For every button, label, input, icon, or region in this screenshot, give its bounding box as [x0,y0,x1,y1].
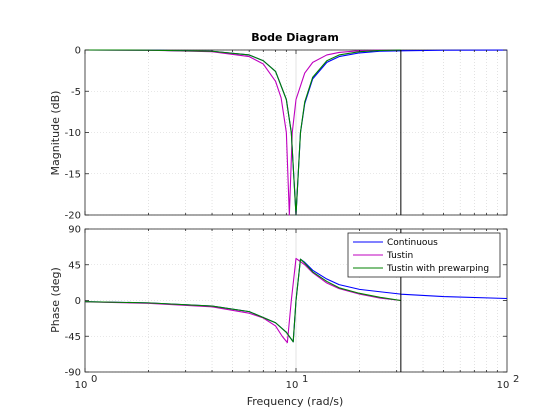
mag-ytick-label: -20 [65,211,81,222]
legend: Continuous Tustin Tustin with prewarping [347,232,501,278]
mag-ytick-label: -10 [65,128,81,139]
mag-series-tustin [84,49,401,216]
phase-ytick-label: 45 [68,260,81,271]
phase-ytick-label: -90 [65,368,81,379]
xtick-exponent: 2 [513,374,519,385]
legend-label-continuous: Continuous [387,238,438,248]
legend-label-prewarping: Tustin with prewarping [386,264,489,274]
phase-series-tustin [84,257,401,344]
mag-ytick-label: 0 [75,46,81,57]
phase-ytick-label: 0 [75,296,81,307]
phase-ylabel: Phase (deg) [49,267,62,333]
phase-series-tustin-with-prewarping [84,258,401,343]
xtick-label: 10 [286,380,299,391]
phase-ytick-label: 90 [68,225,81,236]
xtick-exponent: 0 [91,374,97,385]
xtick-exponent: 1 [302,374,308,385]
mag-ytick-label: -15 [65,169,81,180]
legend-label-tustin: Tustin [386,251,413,261]
xtick-label: 10 [497,380,510,391]
magnitude-ylabel: Magnitude (dB) [49,91,62,176]
phase-ytick-label: -45 [65,332,81,343]
chart-title: Bode Diagram [251,31,339,44]
mag-ytick-label: -5 [71,87,81,98]
x-axis-label: Frequency (rad/s) [247,395,344,408]
grid-layer [84,49,507,373]
xtick-label: 10 [75,380,88,391]
